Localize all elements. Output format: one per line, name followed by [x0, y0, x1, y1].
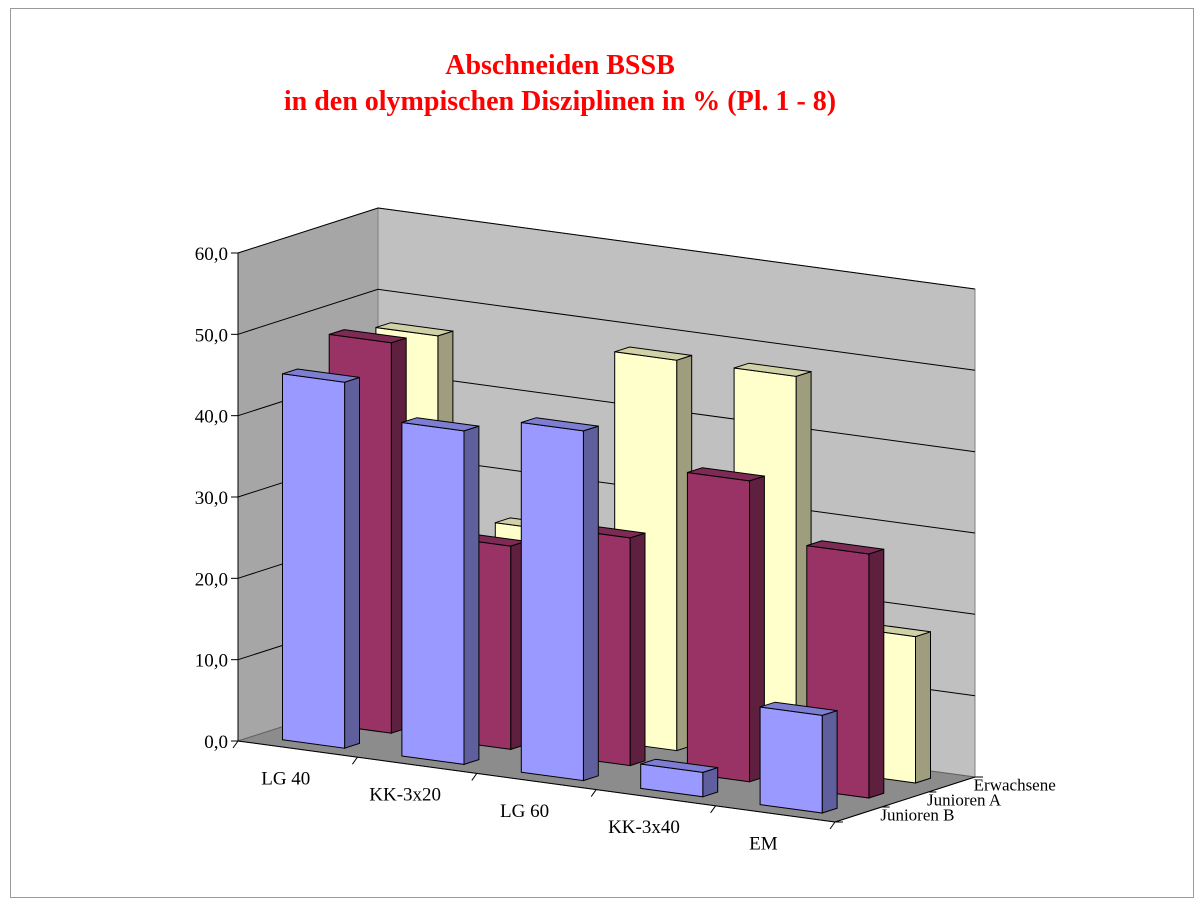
y-tick-label: 10,0	[195, 651, 228, 672]
bar-junioren-b-kk-3x20	[401, 421, 465, 765]
y-tick-label: 30,0	[195, 488, 228, 509]
y-tick-label: 0,0	[204, 732, 228, 753]
bar-junioren-b-lg-60-side	[582, 425, 599, 782]
x-tick-label: KK-3x20	[369, 785, 441, 806]
series-axis-label: Junioren B	[880, 806, 954, 825]
gridline	[237, 207, 976, 290]
bar-junioren-a-kk-3x40	[686, 471, 750, 783]
x-tick-mark	[710, 805, 717, 814]
bar-erwachsene-lg-40-top	[375, 322, 454, 337]
chart-title-line-1: Abschneiden BSSB	[445, 50, 675, 81]
series-axis-label: Junioren A	[927, 791, 1002, 810]
bar-junioren-a-kk-3x40-top	[687, 467, 765, 482]
x-tick-label: KK-3x40	[608, 817, 680, 838]
bar-junioren-b-kk-3x20-top	[401, 417, 480, 432]
chart-title: Abschneiden BSSB in den olympischen Disz…	[0, 48, 1120, 120]
x-tick-mark	[351, 756, 358, 765]
y-tick-label: 20,0	[195, 569, 228, 590]
bar-erwachsene-em-side	[915, 631, 931, 784]
bar-junioren-b-kk-3x20-side	[463, 425, 480, 766]
gridline	[237, 288, 976, 371]
bar-junioren-b-lg-60	[520, 421, 584, 782]
bar-erwachsene-kk-3x40-top	[733, 362, 812, 377]
bar-junioren-b-lg-40-side	[344, 376, 360, 749]
bar-junioren-b-lg-40	[282, 373, 346, 749]
x-axis	[237, 740, 836, 823]
bar-junioren-b-em	[759, 706, 823, 814]
y-tick-label: 40,0	[195, 407, 228, 428]
series-axis	[834, 776, 976, 823]
x-tick-label: EM	[749, 833, 778, 854]
bar-junioren-a-em-side	[868, 548, 885, 799]
bar-junioren-a-lg-40-top	[329, 329, 407, 344]
x-tick-label: LG 60	[500, 801, 549, 822]
y-tick-label: 50,0	[195, 325, 228, 346]
bar-erwachsene-lg-60-top	[614, 346, 692, 361]
bar-junioren-b-em-side	[821, 709, 838, 814]
x-tick-mark	[471, 773, 478, 781]
x-tick-mark	[829, 821, 836, 830]
chart-title-line-2: in den olympischen Disziplinen in % (Pl.…	[283, 86, 837, 117]
x-tick-mark	[232, 740, 239, 749]
series-axis-label: Erwachsene	[974, 776, 1056, 795]
bar-junioren-b-kk-3x40-top	[640, 758, 718, 773]
bar-junioren-b-lg-40-top	[282, 368, 360, 383]
x-tick-label: LG 40	[261, 768, 310, 789]
x-tick-mark	[590, 789, 597, 797]
y-tick-label: 60,0	[195, 244, 228, 265]
bar-junioren-b-em-top	[759, 701, 838, 716]
bar-junioren-b-lg-60-top	[521, 417, 599, 432]
bar-junioren-a-lg-60-side	[629, 532, 646, 767]
bar-junioren-a-em-top	[806, 540, 884, 555]
